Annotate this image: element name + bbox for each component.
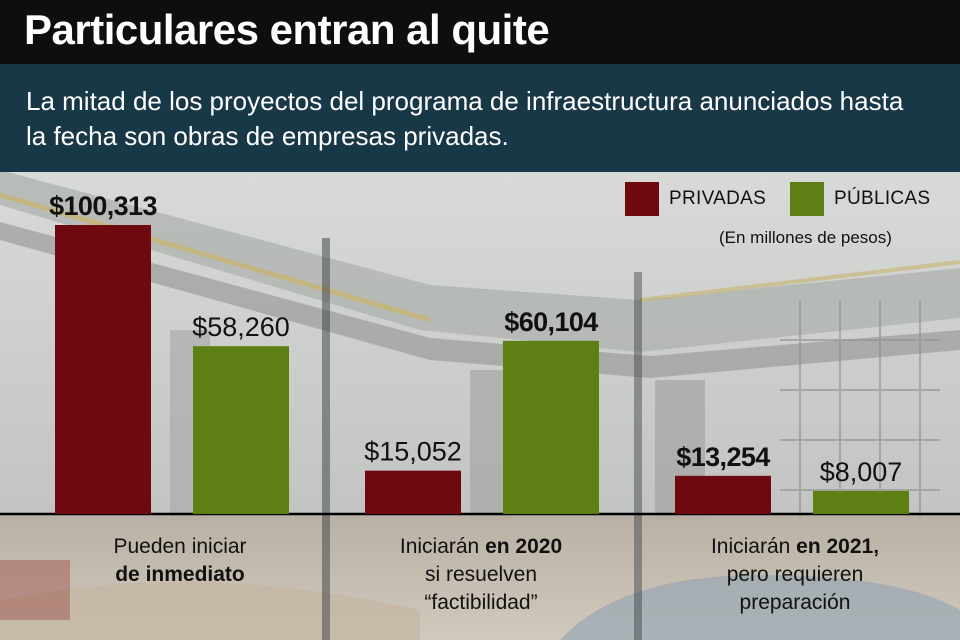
category-label-2: Iniciarán en 2020 si resuelven “factibil…: [322, 533, 640, 617]
units-note: (En millones de pesos): [719, 228, 892, 247]
legend-item-publicas: PÚBLICAS: [790, 182, 930, 216]
value-label-publicas-2: $60,104: [504, 307, 598, 337]
category-1-line2: de inmediato: [115, 563, 245, 586]
bar-privadas-3: [675, 475, 771, 514]
value-label-privadas-1: $100,313: [49, 191, 157, 221]
bar-publicas-3: [813, 490, 909, 514]
legend-item-privadas: PRIVADAS: [625, 182, 766, 216]
bar-publicas-1: [193, 346, 289, 514]
category-3-line1-bold: en 2021,: [796, 535, 880, 558]
category-label-3: Iniciarán en 2021, pero requieren prepar…: [634, 533, 956, 617]
value-label-privadas-3: $13,254: [676, 442, 770, 472]
category-2-line1-pre: Iniciarán: [399, 535, 486, 558]
chart-title: Particulares entran al quite: [24, 6, 550, 53]
bar-privadas-1: [55, 225, 151, 514]
title-bar: Particulares entran al quite: [0, 0, 960, 64]
category-3-line1-pre: Iniciarán: [710, 535, 797, 558]
category-3-line2: pero requieren: [726, 563, 864, 586]
legend-label-privadas: PRIVADAS: [669, 188, 767, 209]
legend-label-publicas: PÚBLICAS: [834, 188, 931, 209]
category-label-1: Pueden iniciar de inmediato: [30, 533, 330, 589]
category-1-line1: Pueden iniciar: [113, 535, 247, 558]
legend-swatch-publicas: [790, 182, 824, 216]
legend-swatch-privadas: [625, 182, 659, 216]
value-label-publicas-3: $8,007: [820, 457, 903, 487]
category-2-line3: “factibilidad”: [424, 591, 538, 614]
subtitle-bar: La mitad de los proyectos del programa d…: [0, 64, 960, 172]
bar-privadas-2: [365, 470, 461, 514]
category-2-line2: si resuelven: [424, 563, 538, 586]
value-label-privadas-2: $15,052: [364, 437, 462, 467]
category-3-line3: preparación: [739, 591, 851, 614]
value-label-publicas-1: $58,260: [192, 312, 290, 342]
chart-subtitle: La mitad de los proyectos del programa d…: [26, 86, 904, 151]
category-2-line1-bold: en 2020: [485, 535, 563, 558]
bar-publicas-2: [503, 340, 599, 514]
